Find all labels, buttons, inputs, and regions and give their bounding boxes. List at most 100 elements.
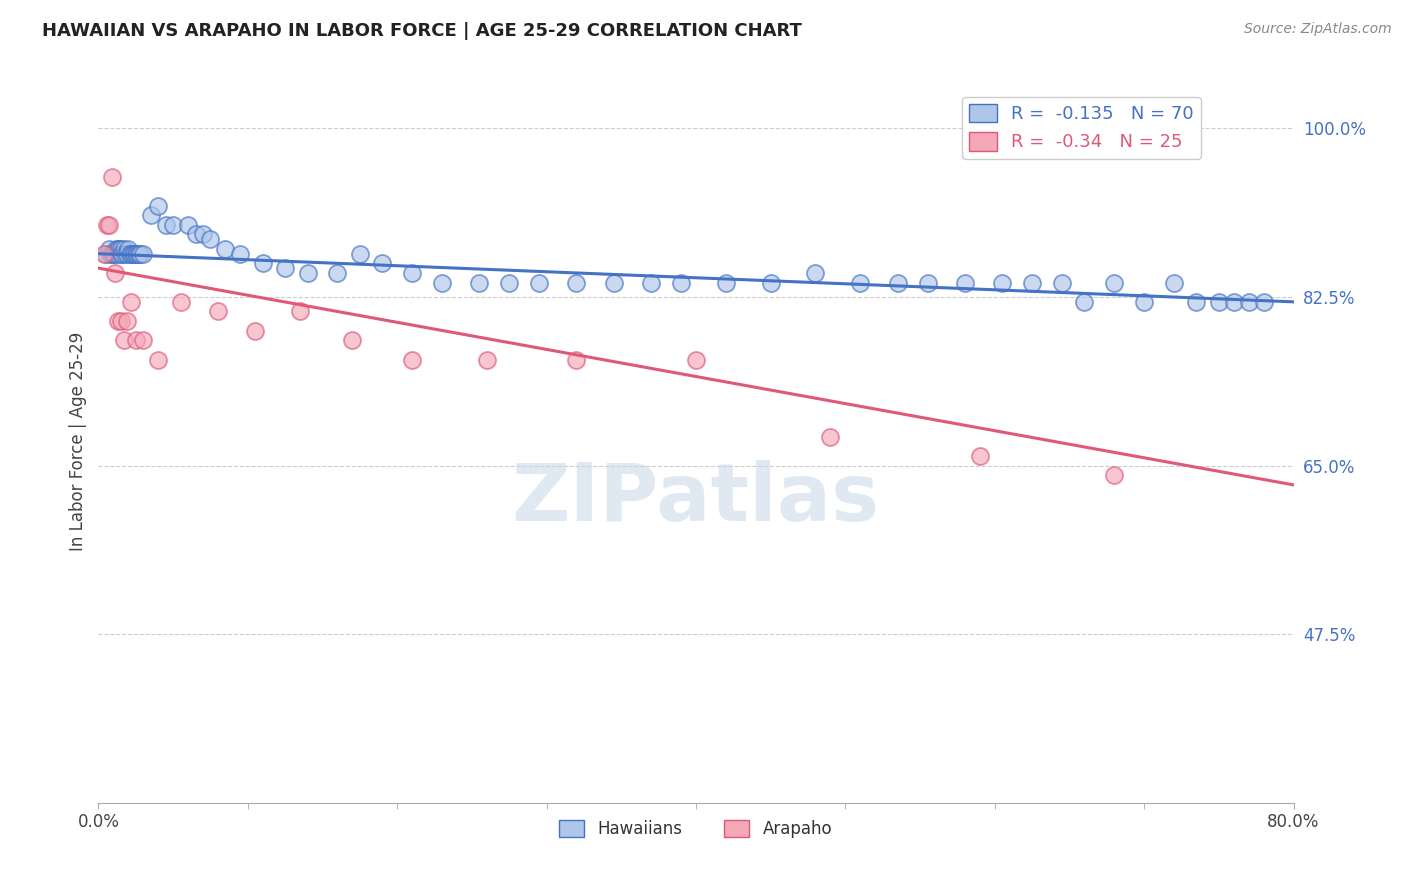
Point: [430, 276, 453, 290]
Point: [104, 266, 127, 280]
Point: [114, 246, 136, 260]
Point: [155, 218, 177, 232]
Point: [804, 266, 827, 280]
Point: [603, 276, 626, 290]
Point: [1104, 276, 1126, 290]
Point: [125, 334, 148, 348]
Point: [640, 276, 662, 290]
Point: [121, 246, 143, 260]
Point: [401, 352, 423, 367]
Point: [229, 246, 252, 260]
Text: Source: ZipAtlas.com: Source: ZipAtlas.com: [1244, 22, 1392, 37]
Point: [669, 276, 692, 290]
Point: [886, 276, 908, 290]
Point: [342, 334, 364, 348]
Point: [252, 256, 274, 270]
Point: [93, 246, 115, 260]
Point: [685, 352, 707, 367]
Legend: Hawaiians, Arapaho: Hawaiians, Arapaho: [553, 814, 839, 845]
Point: [401, 266, 423, 280]
Point: [969, 449, 991, 463]
Point: [214, 242, 236, 256]
Point: [97, 242, 120, 256]
Point: [498, 276, 520, 290]
Point: [177, 218, 200, 232]
Point: [349, 246, 371, 260]
Point: [527, 276, 550, 290]
Point: [917, 276, 939, 290]
Point: [1073, 294, 1095, 309]
Point: [371, 256, 394, 270]
Point: [207, 304, 229, 318]
Point: [110, 242, 132, 256]
Point: [128, 246, 150, 260]
Point: [98, 246, 122, 260]
Point: [1253, 294, 1275, 309]
Point: [565, 352, 588, 367]
Point: [288, 304, 311, 318]
Point: [565, 276, 588, 290]
Point: [162, 218, 184, 232]
Y-axis label: In Labor Force | Age 25-29: In Labor Force | Age 25-29: [69, 332, 87, 551]
Point: [108, 242, 131, 256]
Point: [110, 246, 132, 260]
Point: [115, 246, 138, 260]
Point: [1133, 294, 1156, 309]
Point: [1208, 294, 1230, 309]
Point: [118, 246, 141, 260]
Point: [104, 246, 127, 260]
Point: [148, 352, 170, 367]
Point: [468, 276, 491, 290]
Point: [297, 266, 319, 280]
Point: [1021, 276, 1043, 290]
Text: ZIPatlas: ZIPatlas: [512, 460, 880, 539]
Point: [200, 232, 222, 246]
Point: [326, 266, 349, 280]
Point: [107, 314, 129, 328]
Point: [124, 246, 146, 260]
Point: [139, 208, 162, 222]
Point: [120, 294, 142, 309]
Text: HAWAIIAN VS ARAPAHO IN LABOR FORCE | AGE 25-29 CORRELATION CHART: HAWAIIAN VS ARAPAHO IN LABOR FORCE | AGE…: [42, 22, 801, 40]
Point: [1104, 468, 1126, 483]
Point: [475, 352, 498, 367]
Point: [132, 246, 155, 260]
Point: [820, 430, 842, 444]
Point: [129, 246, 152, 260]
Point: [110, 314, 132, 328]
Point: [953, 276, 976, 290]
Point: [169, 294, 191, 309]
Point: [107, 246, 129, 260]
Point: [101, 169, 124, 184]
Point: [94, 246, 117, 260]
Point: [245, 324, 267, 338]
Point: [112, 334, 135, 348]
Point: [117, 242, 139, 256]
Point: [115, 314, 138, 328]
Point: [107, 242, 129, 256]
Point: [97, 218, 120, 232]
Point: [1237, 294, 1260, 309]
Point: [148, 198, 170, 212]
Point: [105, 242, 128, 256]
Point: [127, 246, 149, 260]
Point: [1163, 276, 1185, 290]
Point: [120, 246, 142, 260]
Point: [714, 276, 737, 290]
Point: [274, 261, 297, 276]
Point: [96, 218, 118, 232]
Point: [759, 276, 782, 290]
Point: [132, 334, 155, 348]
Point: [111, 246, 134, 260]
Point: [184, 227, 207, 242]
Point: [112, 242, 135, 256]
Point: [849, 276, 872, 290]
Point: [101, 246, 124, 260]
Point: [191, 227, 214, 242]
Point: [103, 246, 125, 260]
Point: [1050, 276, 1073, 290]
Point: [991, 276, 1014, 290]
Point: [1185, 294, 1208, 309]
Point: [1223, 294, 1246, 309]
Point: [125, 246, 148, 260]
